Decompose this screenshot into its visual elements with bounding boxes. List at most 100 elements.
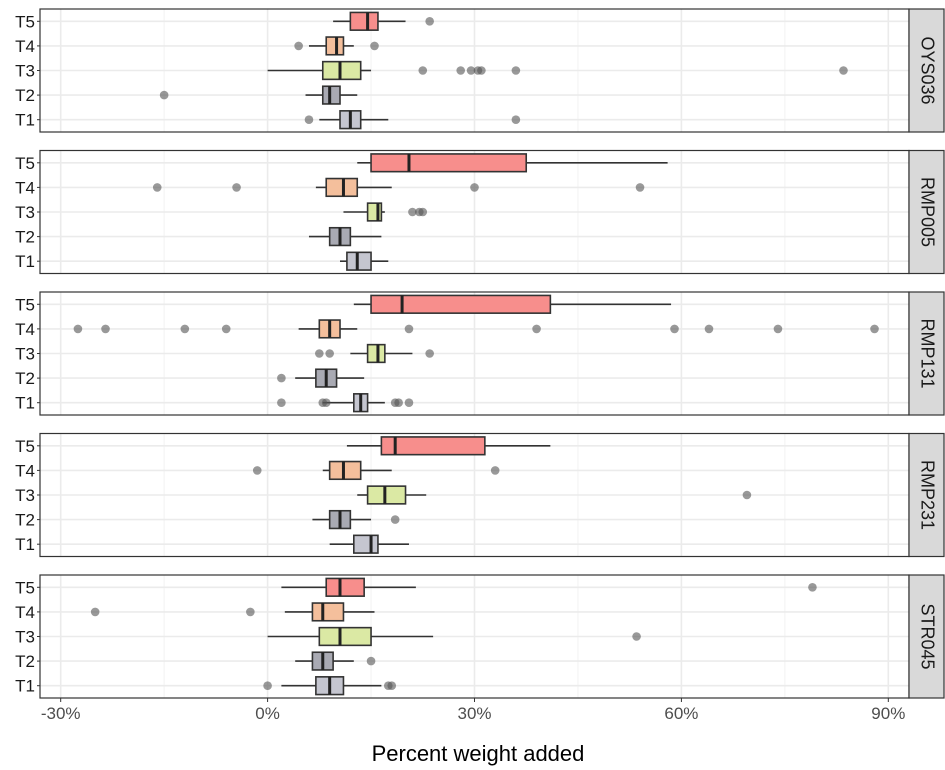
box-str045-t5 xyxy=(281,577,817,597)
strip-label-rmp131: RMP131 xyxy=(918,318,938,388)
panels-layer: T1 T2 T3 T4 T5 OYS036 T1 T2 T3 T4 T5 RMP005 T1 T2 T3 T4… xyxy=(15,8,945,699)
category-label-t3: T3 xyxy=(15,628,35,647)
box-body xyxy=(311,602,345,622)
box-body xyxy=(321,60,362,81)
box-rmp005-t5 xyxy=(357,153,668,173)
category-label-t2: T2 xyxy=(15,511,35,530)
outlier-point xyxy=(277,373,286,383)
box-body xyxy=(325,177,359,198)
outlier-point xyxy=(180,324,190,334)
outlier-point xyxy=(387,681,397,690)
box-rmp131-t1 xyxy=(277,393,414,413)
outlier-point xyxy=(304,115,314,124)
category-label-t4: T4 xyxy=(15,37,35,56)
outlier-point xyxy=(511,115,521,124)
box-body xyxy=(321,85,341,105)
outlier-point xyxy=(425,17,434,26)
category-label-t5: T5 xyxy=(15,578,35,597)
outlier-point xyxy=(742,490,752,500)
outlier-point xyxy=(408,207,417,217)
outlier-point xyxy=(321,398,331,408)
box-oys036-t5 xyxy=(333,11,434,31)
x-tick-label: 60% xyxy=(664,704,698,723)
category-label-t1: T1 xyxy=(15,535,35,554)
outlier-point xyxy=(425,349,434,358)
box-body xyxy=(370,153,528,173)
category-label-t2: T2 xyxy=(15,228,35,247)
box-body xyxy=(325,577,365,597)
x-tick-label: 90% xyxy=(871,704,905,723)
box-rmp231-t5 xyxy=(346,436,551,456)
outlier-point xyxy=(152,183,162,192)
box-body xyxy=(366,343,386,364)
box-rmp131-t3 xyxy=(315,343,434,364)
outlier-point xyxy=(532,324,541,334)
category-label-t1: T1 xyxy=(15,677,35,696)
box-rmp231-t1 xyxy=(329,534,409,554)
strip-label-rmp005: RMP005 xyxy=(918,177,938,247)
strip-background xyxy=(908,291,945,416)
strip-background xyxy=(908,149,945,275)
box-rmp005-t1 xyxy=(340,251,389,271)
outlier-point xyxy=(404,324,414,334)
outlier-point xyxy=(101,324,110,334)
outlier-point xyxy=(366,656,376,666)
panel-str045: T1 T2 T3 T4 T5 STR045 xyxy=(15,574,945,699)
outlier-point xyxy=(252,466,262,475)
box-body xyxy=(349,11,379,31)
box-rmp131-t5 xyxy=(353,294,672,314)
outlier-point xyxy=(635,183,645,192)
x-axis-title: Percent weight added xyxy=(372,741,585,766)
category-label-t3: T3 xyxy=(15,62,35,81)
strip-label-str045: STR045 xyxy=(918,603,938,669)
box-rmp231-t2 xyxy=(312,509,400,530)
category-label-t3: T3 xyxy=(15,345,35,364)
category-label-t2: T2 xyxy=(15,652,35,671)
box-body xyxy=(328,460,362,481)
outlier-point xyxy=(404,398,414,408)
outlier-point xyxy=(370,41,379,51)
outlier-point xyxy=(315,349,324,358)
outlier-point xyxy=(159,90,169,100)
outlier-point xyxy=(221,324,231,334)
outlier-point xyxy=(870,324,879,334)
outlier-point xyxy=(456,66,466,75)
category-label-t2: T2 xyxy=(15,86,35,105)
box-body xyxy=(325,36,345,56)
outlier-point xyxy=(232,183,241,192)
category-label-t4: T4 xyxy=(15,178,35,197)
box-str045-t3 xyxy=(267,626,641,647)
panel-oys036: T1 T2 T3 T4 T5 OYS036 xyxy=(15,8,945,133)
outlier-point xyxy=(246,607,255,617)
box-rmp131-t2 xyxy=(277,368,365,388)
strip-background xyxy=(908,574,945,699)
box-body xyxy=(353,534,379,554)
outlier-point xyxy=(263,681,272,690)
outlier-point xyxy=(418,207,428,217)
outlier-point xyxy=(704,324,714,334)
box-rmp005-t4 xyxy=(152,177,645,198)
box-rmp005-t3 xyxy=(343,202,428,222)
category-label-t2: T2 xyxy=(15,369,35,388)
category-label-t5: T5 xyxy=(15,12,35,31)
strip-label-rmp231: RMP231 xyxy=(918,460,938,530)
outlier-point xyxy=(394,398,403,408)
outlier-point xyxy=(90,607,100,617)
x-axis: -30% 0% 30% 60% 90% xyxy=(41,698,905,723)
category-label-t5: T5 xyxy=(15,295,35,314)
outlier-point xyxy=(670,324,679,334)
x-tick-label: 30% xyxy=(457,704,491,723)
outlier-point xyxy=(294,41,303,51)
category-label-t5: T5 xyxy=(15,437,35,456)
category-label-t1: T1 xyxy=(15,111,35,130)
panel-rmp005: T1 T2 T3 T4 T5 RMP005 xyxy=(15,149,945,275)
x-tick-label: -30% xyxy=(41,704,81,723)
box-body xyxy=(318,626,372,647)
outlier-point xyxy=(773,324,783,334)
outlier-point xyxy=(490,466,500,475)
outlier-point xyxy=(839,66,848,75)
outlier-point xyxy=(73,324,83,334)
outlier-point xyxy=(418,66,428,75)
box-body xyxy=(346,251,372,271)
